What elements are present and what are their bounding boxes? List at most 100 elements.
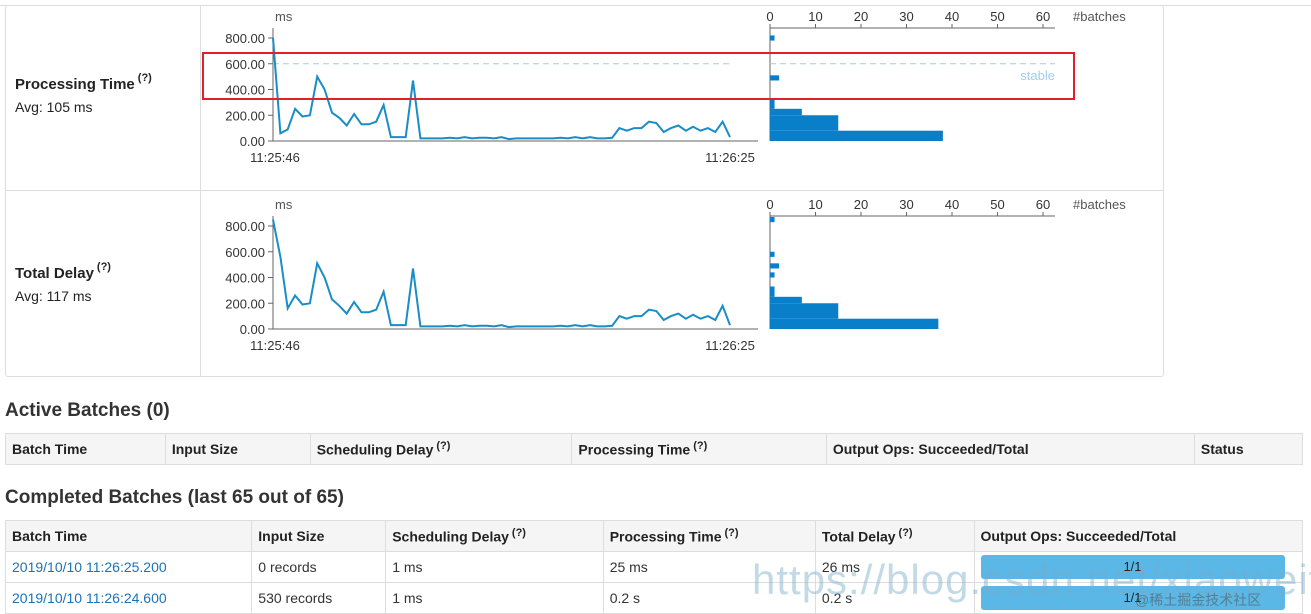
- x-end-label: 11:26:25: [705, 338, 755, 353]
- table-cell: 530 records: [251, 582, 387, 614]
- histogram-tick-label: 20: [854, 197, 868, 212]
- time-series-line: [272, 219, 731, 329]
- y-tick-label: 800.00: [225, 31, 265, 46]
- histogram-unit-label: #batches: [1073, 9, 1126, 24]
- completed-column-header-5[interactable]: Output Ops: Succeeded/Total: [973, 520, 1303, 552]
- batch-time-link[interactable]: 2019/10/10 11:26:25.200: [12, 559, 167, 575]
- table-row: 2019/10/10 11:26:25.200 0 records 1 ms 25 m…: [4, 551, 1303, 583]
- table-cell: 1 ms: [385, 551, 604, 583]
- x-start-label: 11:25:46: [250, 338, 300, 353]
- processing-time-name: Processing Time: [15, 76, 135, 93]
- completed-column-header-2[interactable]: Scheduling Delay (?): [385, 520, 604, 552]
- processing-time-title: Processing Time (?): [15, 72, 152, 93]
- histogram-bar: [770, 263, 780, 269]
- processing-time-label-cell: Processing Time (?) Avg: 105 ms: [6, 6, 201, 192]
- y-tick-label: 0.00: [240, 322, 265, 337]
- histogram-tick-label: 50: [990, 197, 1004, 212]
- histogram-bar: [770, 35, 775, 41]
- histogram-bar: [770, 75, 780, 81]
- histogram-bar: [770, 108, 802, 116]
- histogram-tick-label: 30: [899, 9, 913, 24]
- histogram-bar: [770, 216, 775, 223]
- table-cell: 0 records: [251, 551, 387, 583]
- histogram-unit-label: #batches: [1073, 197, 1126, 212]
- column-header-label: Processing Time: [578, 441, 691, 458]
- active-column-header-0[interactable]: Batch Time: [5, 433, 166, 465]
- histogram-tick-label: 60: [1036, 197, 1050, 212]
- processing-time-row: Processing Time (?) Avg: 105 ms: [6, 6, 1163, 192]
- x-end-label: 11:26:25: [705, 150, 755, 165]
- active-column-header-1[interactable]: Input Size: [164, 433, 311, 465]
- output-ops-cell: 1/1: [973, 551, 1303, 583]
- help-icon[interactable]: (?): [693, 440, 708, 453]
- histogram-tick-label: 50: [990, 9, 1004, 24]
- column-header-label: Input Size: [258, 528, 325, 544]
- total-delay-name: Total Delay: [15, 265, 94, 282]
- table-cell: 0.2 s: [602, 582, 816, 614]
- batch-time-cell: 2019/10/10 11:26:25.200: [4, 551, 253, 583]
- histogram-bar: [770, 272, 775, 278]
- watermark-logo-text: @稀土掘金技术社区: [1135, 592, 1262, 608]
- active-column-header-2[interactable]: Scheduling Delay (?): [309, 433, 573, 465]
- histogram-bar: [770, 251, 775, 257]
- y-tick-label: 200.00: [225, 108, 265, 123]
- column-header-label: Status: [1200, 441, 1244, 457]
- x-start-label: 11:25:46: [250, 150, 300, 165]
- help-icon[interactable]: (?): [137, 72, 152, 84]
- column-header-label: Output Ops: Succeeded/Total: [832, 441, 1029, 457]
- y-tick-label: 400.00: [225, 83, 265, 98]
- total-delay-row: Total Delay (?) Avg: 117 ms: [6, 190, 1163, 377]
- active-column-header-3[interactable]: Processing Time (?): [571, 433, 827, 465]
- y-tick-label: 600.00: [225, 245, 265, 260]
- processing-time-avg: Avg: 105 ms: [15, 99, 93, 115]
- histogram-bar: [770, 318, 939, 329]
- histogram-tick-label: 20: [854, 9, 868, 24]
- total-delay-title: Total Delay (?): [15, 261, 111, 282]
- column-header-label: Batch Time: [12, 441, 88, 457]
- help-icon[interactable]: (?): [724, 527, 739, 540]
- table-cell: 1 ms: [385, 582, 604, 614]
- column-header-label: Scheduling Delay: [316, 441, 434, 458]
- time-series-line: [272, 37, 731, 141]
- column-header-label: Input Size: [171, 441, 238, 457]
- active-column-header-5[interactable]: Status: [1193, 433, 1304, 465]
- batch-time-link[interactable]: 2019/10/10 11:26:24.600: [12, 590, 167, 606]
- column-header-label: Scheduling Delay: [392, 528, 509, 545]
- y-tick-label: 200.00: [225, 296, 265, 311]
- histogram-tick-label: 40: [945, 9, 959, 24]
- completed-column-header-0[interactable]: Batch Time: [4, 520, 253, 552]
- column-header-label: Batch Time: [12, 528, 88, 544]
- help-icon[interactable]: (?): [96, 261, 111, 273]
- column-header-label: Output Ops: Succeeded/Total: [980, 528, 1177, 544]
- histogram-tick-label: 40: [945, 197, 959, 212]
- y-axis-unit: ms: [275, 197, 293, 212]
- table-cell: 26 ms: [814, 551, 975, 583]
- output-ops-progress-bar: 1/1: [980, 555, 1285, 579]
- help-icon[interactable]: (?): [511, 527, 526, 540]
- histogram-bar: [770, 115, 839, 131]
- completed-column-header-4[interactable]: Total Delay (?): [814, 520, 975, 552]
- y-tick-label: 400.00: [225, 271, 265, 286]
- y-axis-unit: ms: [275, 9, 293, 24]
- y-tick-label: 0.00: [240, 134, 265, 149]
- total-delay-label-cell: Total Delay (?) Avg: 117 ms: [6, 191, 201, 377]
- histogram-tick-label: 60: [1036, 9, 1050, 24]
- histogram-bar: [770, 98, 775, 109]
- histogram-bar: [770, 296, 802, 304]
- batch-time-cell: 2019/10/10 11:26:24.600: [4, 582, 253, 614]
- help-icon[interactable]: (?): [898, 527, 913, 540]
- histogram-tick-label: 0: [766, 197, 773, 212]
- histogram-bar: [770, 130, 943, 141]
- histogram-bar: [770, 303, 839, 319]
- stable-label: stable: [1020, 68, 1055, 83]
- histogram-tick-label: 30: [899, 197, 913, 212]
- completed-column-header-3[interactable]: Processing Time (?): [602, 520, 816, 552]
- active-column-header-4[interactable]: Output Ops: Succeeded/Total: [825, 433, 1195, 465]
- table-cell: 0.2 s: [814, 582, 975, 614]
- column-header-label: Total Delay: [821, 528, 896, 545]
- completed-column-header-1[interactable]: Input Size: [251, 520, 387, 552]
- histogram-tick-label: 0: [766, 9, 773, 24]
- help-icon[interactable]: (?): [436, 440, 451, 453]
- histogram-bar: [770, 286, 775, 297]
